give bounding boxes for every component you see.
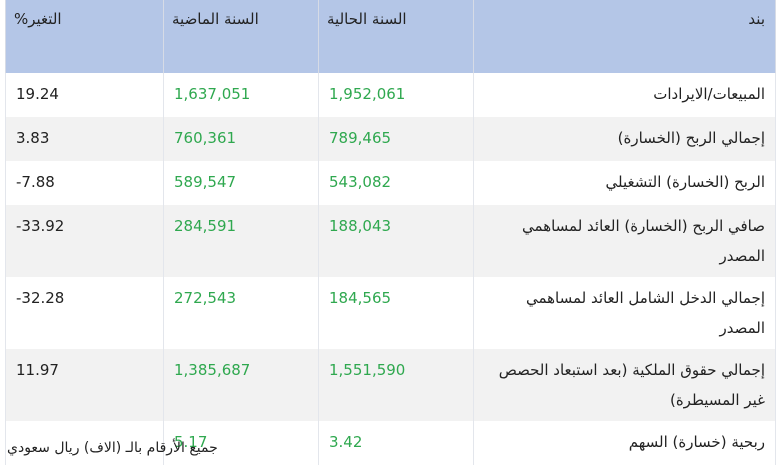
row-change-value: -7.88 bbox=[5, 161, 164, 205]
row-change-value: 3.83 bbox=[5, 117, 164, 161]
row-change-value bbox=[5, 421, 164, 465]
table-row: المبيعات/الايرادات 1,952,061 1,637,051 1… bbox=[5, 73, 776, 117]
row-change-value: 19.24 bbox=[5, 73, 164, 117]
row-item-label: إجمالي الدخل الشامل العائد لمساهمي المصد… bbox=[473, 277, 776, 349]
header-previous-year: السنة الماضية bbox=[163, 0, 319, 73]
row-current-value: 1,551,590 bbox=[318, 349, 474, 421]
row-change-value: 11.97 bbox=[5, 349, 164, 421]
row-current-value: 1,952,061 bbox=[318, 73, 474, 117]
table-row: إجمالي الدخل الشامل العائد لمساهمي المصد… bbox=[5, 277, 776, 349]
table-row: إجمالي حقوق الملكية (بعد استبعاد الحصص غ… bbox=[5, 349, 776, 421]
header-change: التغير% bbox=[5, 0, 164, 73]
row-item-label: إجمالي حقوق الملكية (بعد استبعاد الحصص غ… bbox=[473, 349, 776, 421]
row-current-value: 3.42 bbox=[318, 421, 474, 465]
row-item-label: المبيعات/الايرادات bbox=[473, 73, 776, 117]
row-item-label: ربحية (خسارة) السهم bbox=[473, 421, 776, 465]
header-current-year: السنة الحالية bbox=[318, 0, 474, 73]
row-previous-value: 284,591 bbox=[163, 205, 319, 277]
row-current-value: 188,043 bbox=[318, 205, 474, 277]
row-previous-value: 5.17 bbox=[163, 421, 319, 465]
row-previous-value: 272,543 bbox=[163, 277, 319, 349]
row-current-value: 543,082 bbox=[318, 161, 474, 205]
table-row: ربحية (خسارة) السهم 3.42 5.17 bbox=[5, 421, 776, 465]
row-item-label: إجمالي الربح (الخسارة) bbox=[473, 117, 776, 161]
header-item: بند bbox=[473, 0, 776, 73]
footnote: جميع الأرقام بالـ (الاف) ريال سعودي bbox=[7, 440, 218, 456]
row-item-label: الربح (الخسارة) التشغيلي bbox=[473, 161, 776, 205]
row-current-value: 184,565 bbox=[318, 277, 474, 349]
table-row: الربح (الخسارة) التشغيلي 543,082 589,547… bbox=[5, 161, 776, 205]
financial-table: بند السنة الحالية السنة الماضية التغير% … bbox=[5, 0, 776, 465]
row-current-value: 789,465 bbox=[318, 117, 474, 161]
table-row: صافي الربح (الخسارة) العائد لمساهمي المص… bbox=[5, 205, 776, 277]
table-row: إجمالي الربح (الخسارة) 789,465 760,361 3… bbox=[5, 117, 776, 161]
row-change-value: -33.92 bbox=[5, 205, 164, 277]
row-change-value: -32.28 bbox=[5, 277, 164, 349]
row-previous-value: 1,637,051 bbox=[163, 73, 319, 117]
row-previous-value: 589,547 bbox=[163, 161, 319, 205]
row-item-label: صافي الربح (الخسارة) العائد لمساهمي المص… bbox=[473, 205, 776, 277]
row-previous-value: 1,385,687 bbox=[163, 349, 319, 421]
table-header-row: بند السنة الحالية السنة الماضية التغير% bbox=[5, 0, 776, 73]
row-previous-value: 760,361 bbox=[163, 117, 319, 161]
